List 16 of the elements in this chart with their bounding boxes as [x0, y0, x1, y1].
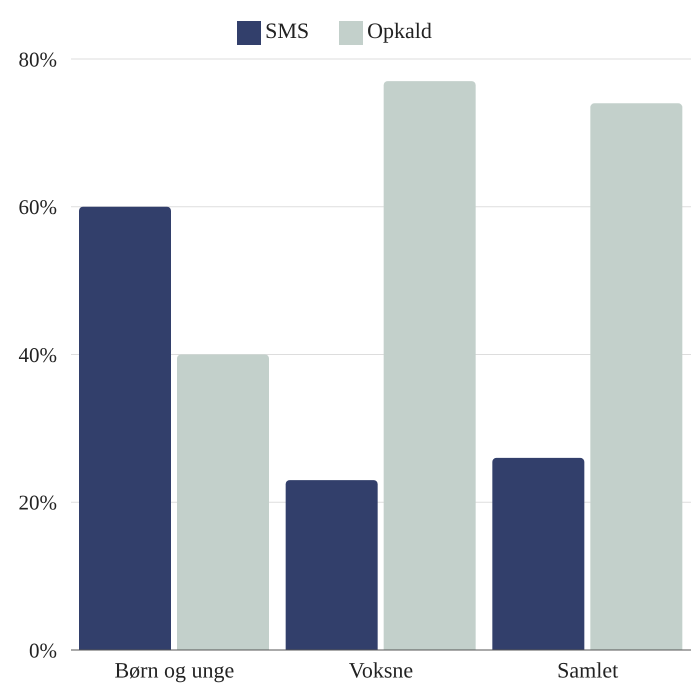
legend-label: Opkald	[367, 18, 432, 43]
y-tick-label: 40%	[18, 342, 57, 367]
x-tick-label: Samlet	[557, 658, 618, 683]
y-tick-label: 20%	[18, 490, 57, 515]
y-tick-label: 0%	[29, 638, 57, 662]
x-tick-label: Voksne	[348, 658, 414, 683]
bar	[492, 458, 584, 650]
y-tick-label: 80%	[18, 47, 57, 72]
bar	[79, 206, 171, 650]
legend-label: SMS	[265, 18, 310, 43]
bar	[177, 354, 269, 650]
bar	[384, 81, 476, 650]
x-tick-label: Børn og unge	[114, 658, 234, 683]
bar	[286, 480, 378, 650]
y-tick-label: 60%	[18, 195, 57, 220]
bar	[590, 103, 682, 650]
